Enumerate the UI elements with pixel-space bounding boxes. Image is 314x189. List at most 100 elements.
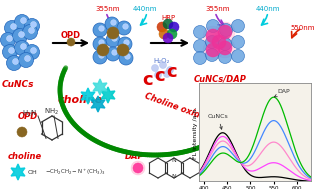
Polygon shape (93, 79, 107, 95)
Circle shape (118, 37, 132, 51)
Circle shape (163, 19, 173, 29)
Circle shape (8, 47, 14, 53)
Circle shape (215, 22, 235, 42)
Circle shape (7, 56, 21, 70)
Circle shape (166, 67, 174, 74)
Text: $\mathregular{NH_2}$: $\mathregular{NH_2}$ (200, 170, 214, 179)
Circle shape (105, 17, 119, 31)
Text: $\mathregular{H_2N}$: $\mathregular{H_2N}$ (22, 109, 38, 119)
Text: Choline oxidase: Choline oxidase (143, 91, 216, 125)
Circle shape (112, 50, 117, 55)
Circle shape (131, 161, 145, 175)
Circle shape (159, 29, 169, 39)
Text: c: c (155, 67, 165, 85)
Circle shape (10, 23, 17, 29)
Circle shape (219, 23, 232, 36)
Circle shape (112, 36, 117, 41)
Circle shape (13, 29, 28, 43)
Circle shape (14, 40, 30, 56)
Circle shape (14, 15, 30, 29)
Polygon shape (91, 96, 105, 112)
Text: 550nm: 550nm (291, 25, 314, 31)
Circle shape (97, 44, 109, 56)
Circle shape (117, 21, 131, 35)
Circle shape (164, 70, 171, 77)
Circle shape (193, 51, 207, 64)
Circle shape (203, 40, 223, 60)
Circle shape (151, 64, 159, 71)
Text: $\mathregular{-CH_2CH_2-N^+(CH_3)_3}$: $\mathregular{-CH_2CH_2-N^+(CH_3)_3}$ (45, 167, 106, 177)
Circle shape (1, 33, 15, 47)
Text: 440nm: 440nm (256, 6, 280, 12)
Circle shape (99, 53, 104, 58)
Y-axis label: FL intensity /a.u.: FL intensity /a.u. (193, 106, 198, 159)
Text: N: N (172, 174, 176, 178)
Circle shape (4, 20, 19, 36)
Circle shape (3, 44, 18, 60)
Circle shape (67, 38, 75, 46)
Circle shape (219, 50, 231, 64)
Text: HRP: HRP (161, 15, 175, 21)
Circle shape (193, 26, 207, 39)
Circle shape (106, 33, 120, 47)
Circle shape (231, 36, 245, 49)
Circle shape (99, 26, 104, 31)
Circle shape (169, 22, 179, 32)
Circle shape (99, 40, 104, 45)
Circle shape (205, 49, 219, 61)
Circle shape (20, 43, 26, 50)
Circle shape (203, 26, 223, 46)
Circle shape (231, 50, 245, 63)
Text: 355nm: 355nm (96, 6, 120, 12)
Circle shape (125, 54, 130, 59)
Text: 355nm: 355nm (206, 6, 230, 12)
Text: DAP: DAP (274, 89, 290, 97)
Circle shape (167, 29, 177, 39)
Circle shape (219, 37, 231, 50)
Circle shape (123, 24, 128, 29)
Circle shape (20, 18, 26, 23)
Text: $\mathregular{NH_2}$: $\mathregular{NH_2}$ (200, 155, 214, 163)
Text: choline: choline (58, 95, 103, 105)
Text: N: N (172, 157, 176, 163)
Polygon shape (101, 87, 115, 103)
Text: c: c (143, 71, 153, 89)
Circle shape (30, 22, 36, 28)
Circle shape (111, 20, 116, 25)
Circle shape (209, 32, 229, 52)
Circle shape (93, 37, 107, 51)
Circle shape (7, 36, 13, 42)
Circle shape (206, 43, 220, 57)
Circle shape (205, 36, 219, 49)
Circle shape (30, 47, 36, 53)
Circle shape (119, 51, 133, 65)
Circle shape (106, 47, 120, 61)
Circle shape (24, 56, 30, 61)
Circle shape (19, 32, 24, 37)
Circle shape (93, 23, 107, 37)
Circle shape (231, 19, 245, 33)
Circle shape (154, 71, 161, 78)
Circle shape (24, 44, 40, 60)
Circle shape (207, 19, 219, 33)
Text: CuNCs: CuNCs (208, 114, 229, 129)
Circle shape (23, 25, 37, 40)
Circle shape (19, 53, 34, 67)
Polygon shape (11, 164, 25, 180)
Circle shape (163, 33, 173, 43)
Circle shape (124, 40, 129, 45)
Circle shape (117, 44, 129, 56)
Circle shape (107, 27, 119, 39)
Circle shape (157, 22, 167, 32)
Text: H₂O₂: H₂O₂ (154, 58, 170, 64)
Circle shape (160, 61, 166, 68)
Circle shape (215, 38, 235, 58)
Circle shape (218, 41, 232, 55)
Text: OPD: OPD (18, 112, 38, 121)
Circle shape (29, 28, 35, 33)
Text: CuNCs/DAP: CuNCs/DAP (193, 74, 246, 83)
Circle shape (193, 40, 207, 53)
Text: DAP: DAP (125, 152, 145, 161)
Text: $\mathregular{NH_2}$: $\mathregular{NH_2}$ (44, 107, 60, 117)
Circle shape (218, 25, 232, 39)
